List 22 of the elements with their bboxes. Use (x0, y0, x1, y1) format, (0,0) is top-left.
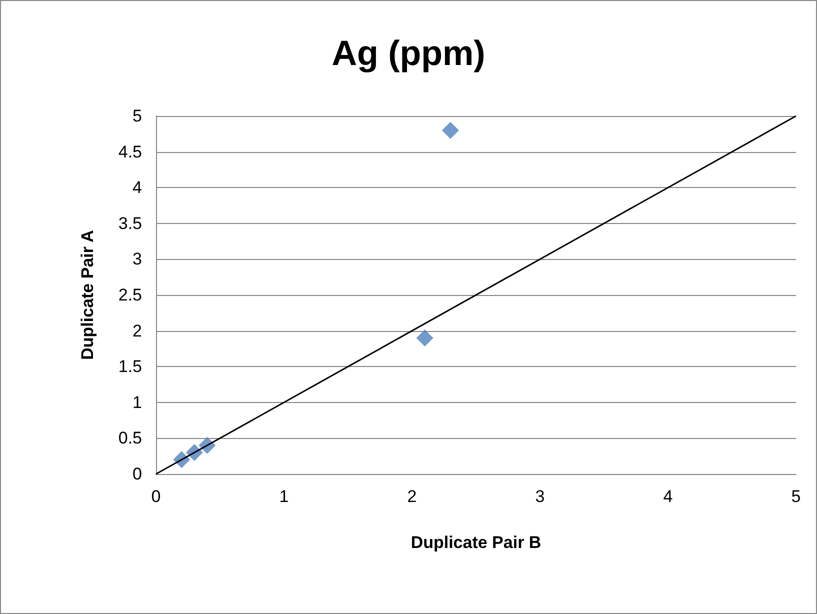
point (442, 122, 459, 139)
point (416, 329, 434, 346)
y-tick-label: 0 (132, 464, 142, 484)
x-tick-label: 5 (791, 487, 801, 506)
y-tick-label: 3.5 (118, 214, 142, 233)
x-tick-label: 0 (151, 487, 161, 506)
y-tick-label: 1 (132, 392, 142, 412)
x-tick-label: 4 (663, 487, 673, 506)
y-tick-label: 2.5 (118, 286, 142, 304)
y-tick-label: 2 (132, 321, 142, 340)
x-tick-label: 2 (407, 487, 417, 506)
x-axis-title: Duplicate Pair B (410, 533, 542, 552)
y-tick-label: 1.5 (118, 357, 142, 376)
x-tick-label: 3 (535, 487, 545, 506)
y-tick-label: 5 (132, 106, 142, 126)
y-tick-label: 3 (132, 250, 142, 269)
chart-title: Ag (ppm) (332, 34, 486, 73)
y-axis-title: Duplicate Pair A (78, 230, 97, 360)
y-tick-label: 4.5 (118, 142, 142, 162)
y-tick-label: 0.5 (118, 428, 142, 448)
y-tick-label: 4 (132, 178, 142, 198)
x-tick-label: 1 (279, 487, 289, 506)
